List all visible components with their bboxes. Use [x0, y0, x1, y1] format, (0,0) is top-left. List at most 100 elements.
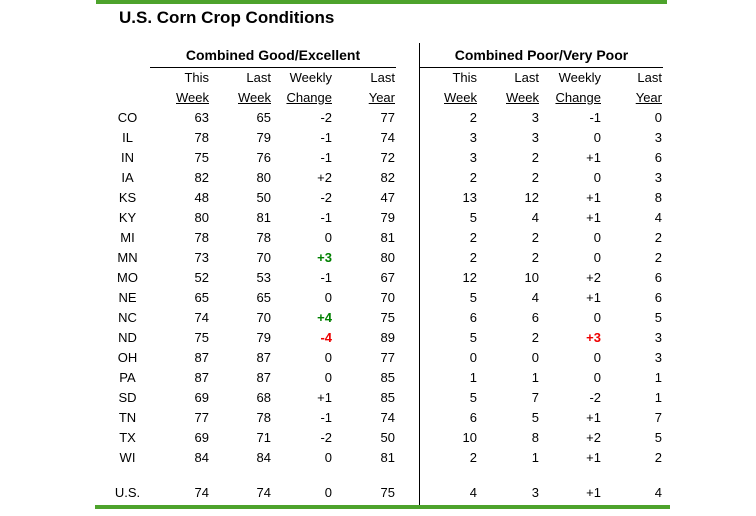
table-row-pa: PA 87 87 0 85 1 1 0 1 — [95, 368, 665, 388]
state-cell: IA — [121, 170, 134, 185]
state-cell: TN — [118, 410, 137, 425]
pv-weekly-change-cell: +1 — [586, 150, 601, 165]
table-row-nc: NC 74 70 +4 75 6 6 0 5 — [95, 308, 665, 328]
top-accent-line — [96, 0, 667, 4]
pv-this-week-cell: 3 — [469, 150, 477, 165]
table-row-mi: MI 78 78 0 81 2 2 0 2 — [95, 228, 665, 248]
ge-this-week-cell: 52 — [194, 270, 209, 285]
ge-lastyear-header-1: Last — [370, 70, 395, 85]
pv-weekly-change-cell: 0 — [593, 310, 601, 325]
pv-last-week-cell: 5 — [531, 410, 539, 425]
pv-last-year-cell: 6 — [654, 290, 662, 305]
pv-weekly-change-cell: +1 — [586, 190, 601, 205]
table-row-in: IN 75 76 -1 72 3 2 +1 6 — [95, 148, 665, 168]
state-cell: KY — [118, 210, 137, 225]
pv-this-week-cell: 13 — [462, 190, 477, 205]
ge-last-week-cell: 87 — [256, 350, 271, 365]
ge-this-week-cell: 65 — [194, 290, 209, 305]
pv-weekly-change-cell: +2 — [586, 270, 601, 285]
section-header-poor-very-poor: Combined Poor/Very Poor — [454, 47, 629, 63]
state-cell: NE — [118, 290, 137, 305]
column-gap — [398, 348, 440, 368]
pv-last-year-cell: 3 — [654, 170, 662, 185]
pv-weekly-change-cell: +1 — [586, 210, 601, 225]
ge-this-week-cell: 74 — [194, 485, 209, 500]
ge-weekly-change-cell: -4 — [320, 330, 332, 345]
ge-last-week-cell: 79 — [256, 330, 271, 345]
column-headers: This Last Weekly Last This Last Weekly L… — [95, 68, 665, 108]
column-gap — [398, 483, 440, 503]
ge-this-week-cell: 69 — [194, 430, 209, 445]
ge-last-year-cell: 74 — [380, 410, 395, 425]
pv-last-week-cell: 2 — [531, 250, 539, 265]
pv-this-week-cell: 6 — [469, 310, 477, 325]
pv-this-week-cell: 0 — [469, 350, 477, 365]
ge-weekly-change-cell: -1 — [320, 150, 332, 165]
column-gap — [398, 148, 440, 168]
pv-weekly-change-cell: 0 — [593, 130, 601, 145]
pv-lastyear-header-1: Last — [637, 70, 662, 85]
pv-last-year-cell: 1 — [654, 390, 662, 405]
pv-weekly-change-cell: 0 — [593, 170, 601, 185]
column-gap — [398, 408, 440, 428]
pv-this-week-cell: 5 — [469, 290, 477, 305]
pv-this-week-cell: 4 — [469, 485, 477, 500]
ge-last-year-cell: 79 — [380, 210, 395, 225]
column-gap — [398, 308, 440, 328]
ge-last-year-cell: 67 — [380, 270, 395, 285]
pv-last-year-cell: 7 — [654, 410, 662, 425]
ge-this-week-cell: 82 — [194, 170, 209, 185]
pv-last-week-cell: 4 — [531, 210, 539, 225]
ge-last-year-cell: 75 — [380, 485, 395, 500]
table-row-ky: KY 80 81 -1 79 5 4 +1 4 — [95, 208, 665, 228]
pv-weekly-change-cell: -1 — [589, 110, 601, 125]
pv-weekly-change-cell: +1 — [586, 290, 601, 305]
ge-this-week-cell: 75 — [194, 330, 209, 345]
ge-last-week-cell: 65 — [256, 110, 271, 125]
pv-this-week-cell: 1 — [469, 370, 477, 385]
pv-last-week-cell: 1 — [531, 370, 539, 385]
pv-this-week-cell: 5 — [469, 210, 477, 225]
column-gap — [398, 448, 440, 468]
ge-last-week-cell: 53 — [256, 270, 271, 285]
pv-weekly-header-1: Weekly — [558, 70, 601, 85]
pv-this-week-cell: 12 — [462, 270, 477, 285]
pv-last-week-cell: 3 — [531, 130, 539, 145]
ge-weekly-change-cell: +2 — [317, 170, 332, 185]
pv-last-week-cell: 12 — [524, 190, 539, 205]
ge-this-week-cell: 77 — [194, 410, 209, 425]
ge-last-year-cell: 77 — [380, 110, 395, 125]
state-cell: PA — [119, 370, 136, 385]
column-gap — [398, 248, 440, 268]
column-gap — [398, 68, 440, 88]
pv-last-week-cell: 10 — [524, 270, 539, 285]
pv-last-header-2: Week — [506, 90, 539, 105]
ge-this-week-cell: 75 — [194, 150, 209, 165]
pv-weekly-change-cell: 0 — [593, 370, 601, 385]
pv-this-week-cell: 3 — [469, 130, 477, 145]
column-gap — [398, 128, 440, 148]
pv-last-year-cell: 3 — [654, 350, 662, 365]
pv-last-week-cell: 3 — [531, 110, 539, 125]
state-cell: TX — [119, 430, 136, 445]
pv-this-week-cell: 2 — [469, 450, 477, 465]
ge-weekly-change-cell: +1 — [317, 390, 332, 405]
header-row-1: This Last Weekly Last This Last Weekly L… — [95, 68, 665, 88]
pv-last-year-cell: 2 — [654, 450, 662, 465]
pv-last-week-cell: 2 — [531, 170, 539, 185]
state-cell: OH — [117, 350, 138, 365]
column-gap — [398, 228, 440, 248]
table-row-mo: MO 52 53 -1 67 12 10 +2 6 — [95, 268, 665, 288]
pv-last-week-cell: 6 — [531, 310, 539, 325]
state-cell: NC — [118, 310, 137, 325]
state-header-blank — [95, 88, 160, 108]
column-gap — [398, 208, 440, 228]
pv-this-header-2: Week — [444, 90, 477, 105]
ge-weekly-header-1: Weekly — [289, 70, 332, 85]
ge-last-year-cell: 85 — [380, 390, 395, 405]
pv-weekly-change-cell: +1 — [586, 485, 601, 500]
ge-last-header-1: Last — [246, 70, 271, 85]
table-row-nd: ND 75 79 -4 89 5 2 +3 3 — [95, 328, 665, 348]
ge-last-week-cell: 78 — [256, 230, 271, 245]
